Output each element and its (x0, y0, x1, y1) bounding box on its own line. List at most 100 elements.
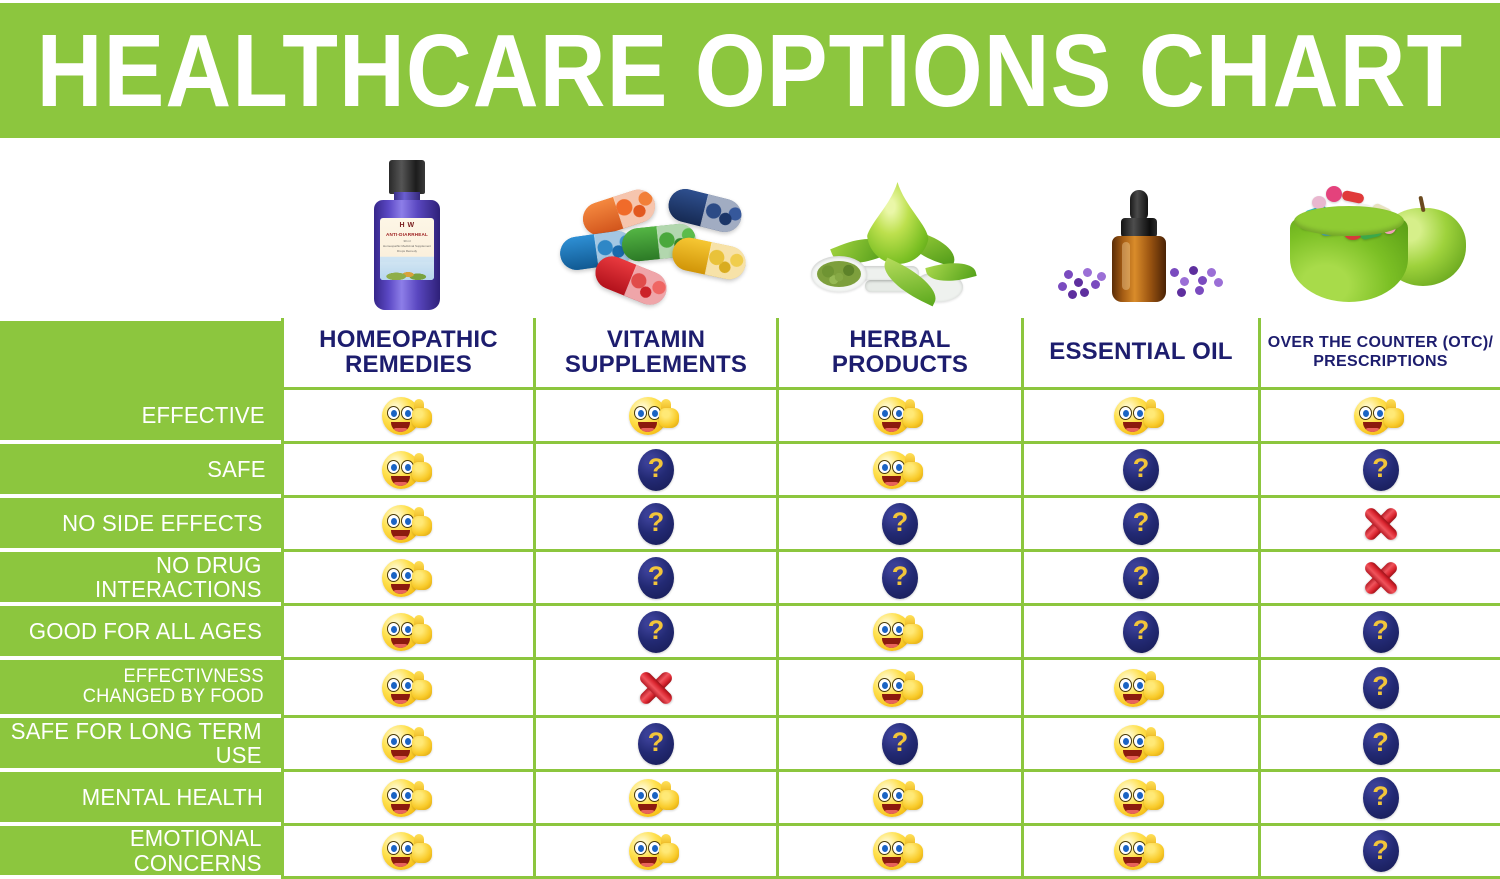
lavender-sprig (1194, 286, 1204, 295)
fist (903, 679, 923, 700)
thumb (661, 834, 671, 849)
row-label-emotional-concerns: EMOTIONAL CONCERNS (0, 826, 281, 879)
cell-emotional-concerns-essential-oil (1021, 826, 1258, 879)
smiley-eye-left (1119, 787, 1132, 802)
lavender-sprig (1090, 280, 1100, 289)
smiley-eye-left (386, 405, 400, 420)
column-header-line2: REMEDIES (345, 350, 472, 378)
cell-effective-otc (1258, 390, 1500, 444)
row-label-no-drug-interactions: NO DRUG INTERACTIONS (0, 552, 281, 606)
thumb (905, 670, 915, 686)
question-mark-icon: ? (638, 556, 674, 599)
fist (659, 843, 679, 863)
smiley-thumbs-up-icon (381, 830, 436, 872)
thumb (1146, 780, 1156, 796)
thumbs-up-hand (1142, 834, 1166, 864)
fist (659, 407, 679, 428)
cell-effectivness-changed-by-food-vitamin (533, 660, 776, 718)
question-mark-icon: ? (1362, 776, 1399, 819)
row-label-line1: MENTAL HEALTH (82, 783, 264, 810)
smiley-thumbs-up-icon (381, 449, 436, 491)
thumbs-up-hand (410, 834, 434, 864)
thumb (1146, 834, 1156, 849)
smiley-face (1114, 724, 1152, 763)
cell-effectivness-changed-by-food-homeopathic (281, 660, 533, 718)
vitamin-capsules-image (533, 140, 776, 318)
lavender-sprig (1179, 277, 1189, 286)
smiley-eye-left (386, 567, 400, 582)
thumbs-up-hand (1142, 780, 1166, 811)
question-mark-icon: ? (638, 448, 674, 491)
smiley-mouth (390, 421, 410, 432)
row-label-line1: EFFECTIVE (141, 401, 265, 428)
smiley-thumbs-up-icon (873, 830, 927, 872)
cell-effective-essential-oil (1021, 390, 1258, 444)
smiley-thumbs-up-icon (1114, 830, 1168, 872)
smiley-face (873, 668, 911, 707)
dropper-bulb (1129, 190, 1148, 220)
thumb (1146, 670, 1156, 686)
smiley-eye-left (1119, 677, 1132, 692)
row-label-line1: SAFE (207, 455, 266, 482)
smiley-thumbs-up-icon (381, 395, 436, 437)
smiley-mouth (1123, 857, 1142, 867)
column-header-line1: VITAMIN (606, 325, 706, 353)
smiley-eye-left (386, 787, 400, 802)
smiley-mouth (638, 857, 657, 867)
capsules-icon (557, 185, 750, 310)
smiley-thumbs-up-icon (1114, 777, 1168, 819)
smiley-eye-left (386, 459, 400, 474)
question-mark-icon: ? (1362, 830, 1399, 872)
bottle-label-sub2: Drops Remedy (396, 249, 417, 253)
cell-safe-for-long-term-use-essential-oil (1021, 718, 1258, 772)
dropper-bottle (1111, 190, 1166, 302)
cell-safe-for-long-term-use-vitamin: ? (533, 718, 776, 772)
smiley-thumbs-up-icon (381, 723, 436, 765)
thumb (1385, 398, 1396, 414)
cell-no-drug-interactions-herbal: ? (776, 552, 1021, 606)
thumbs-up-hand (657, 398, 681, 429)
smiley-mouth (882, 637, 901, 648)
column-header-line1: ESSENTIAL OIL (1049, 338, 1233, 366)
row-label-good-for-all-ages: GOOD FOR ALL AGES (0, 606, 281, 660)
smiley-eye-right (892, 841, 905, 855)
smiley-mouth (390, 803, 410, 814)
thumbs-up-hand (901, 780, 925, 811)
dropper-collar (1120, 218, 1157, 238)
table-grid: HOMEOPATHIC REMEDIES VITAMIN SUPPLEMENTS… (0, 318, 1500, 879)
lavender-sprig (1057, 282, 1067, 291)
smiley-eye-right (400, 621, 414, 636)
lavender-sprig (1096, 272, 1106, 281)
bottle-label-sub1: Homeopathic Medicinal Supplement (382, 244, 432, 248)
cell-good-for-all-ages-herbal (776, 606, 1021, 660)
column-header-line2: PRESCRIPTIONS (1313, 352, 1448, 370)
fist (411, 461, 432, 482)
cell-no-drug-interactions-essential-oil: ? (1021, 552, 1258, 606)
spoon-bowl-with-tea-leaves (810, 256, 867, 292)
cell-safe-herbal (776, 444, 1021, 498)
smiley-thumbs-up-icon (381, 557, 436, 599)
cell-good-for-all-ages-vitamin: ? (533, 606, 776, 660)
fist (411, 407, 432, 428)
thumb (413, 506, 424, 522)
smiley-mouth (390, 475, 410, 486)
column-header-herbal: HERBAL PRODUCTS (776, 318, 1021, 390)
smiley-eye-left (634, 405, 647, 420)
bowl-rim (1294, 206, 1404, 236)
cell-safe-for-long-term-use-homeopathic (281, 718, 533, 772)
row-label-line1: NO DRUG INTERACTIONS (94, 551, 262, 602)
capsule-red (590, 251, 671, 310)
lavender-sprig (1197, 276, 1207, 285)
green-droplet (867, 182, 929, 264)
smiley-thumbs-up-icon (873, 395, 927, 437)
title-banner: HEALTHCARE OPTIONS CHART (0, 3, 1500, 138)
thumb (905, 614, 915, 630)
smiley-eye-left (1358, 405, 1372, 420)
question-mark-icon: ? (1123, 448, 1159, 491)
cell-safe-essential-oil: ? (1021, 444, 1258, 498)
fist (903, 843, 923, 863)
capsule-yellow (668, 234, 749, 283)
thumb (413, 780, 424, 796)
thumbs-up-hand (410, 670, 434, 701)
smiley-face (381, 668, 420, 707)
